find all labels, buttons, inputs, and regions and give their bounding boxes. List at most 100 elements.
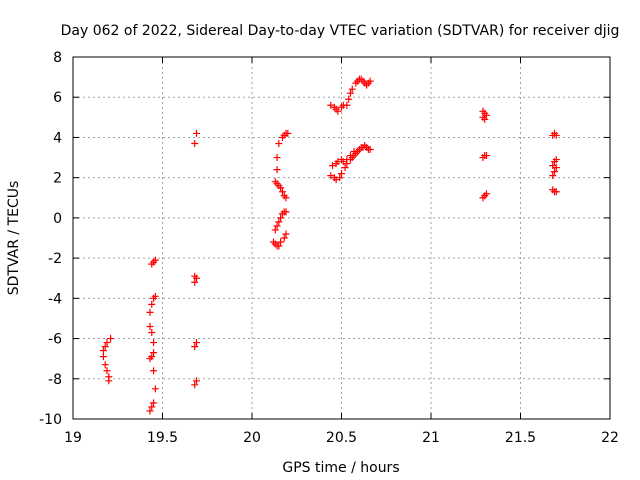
- data-point: [191, 343, 199, 351]
- y-tick-label: 0: [53, 211, 62, 227]
- data-point: [329, 162, 337, 170]
- data-point: [345, 95, 353, 103]
- data-point: [552, 131, 560, 139]
- data-point: [146, 407, 154, 415]
- data-point: [191, 381, 199, 389]
- data-point: [151, 385, 159, 393]
- data-point: [277, 214, 285, 222]
- data-point: [549, 172, 557, 180]
- data-point: [99, 347, 107, 355]
- data-point: [105, 377, 113, 385]
- data-point: [103, 339, 111, 347]
- data-point: [275, 242, 283, 250]
- data-point: [273, 222, 281, 230]
- data-point: [150, 399, 158, 407]
- data-point: [101, 361, 109, 369]
- x-tick-label: 20: [243, 430, 261, 446]
- data-point: [150, 367, 158, 375]
- data-point: [193, 339, 201, 347]
- data-point: [107, 335, 115, 343]
- data-point: [191, 272, 199, 280]
- y-tick-label: -2: [48, 251, 62, 267]
- data-point: [552, 156, 560, 164]
- data-point: [278, 188, 286, 196]
- y-tick-label: -8: [48, 372, 62, 388]
- axis-ticks: 19 19.5 20 20.5 21 21.5 22 -10 -8 -6 -4 -2 0 2 4 6 8: [39, 50, 619, 446]
- data-point: [338, 170, 345, 178]
- data-point: [346, 152, 354, 160]
- data-point: [327, 172, 335, 180]
- data-point: [482, 111, 490, 119]
- data-point: [191, 278, 199, 286]
- chart-title: Day 062 of 2022, Sidereal Day-to-day VTE…: [61, 23, 620, 39]
- data-point: [336, 174, 344, 182]
- data-point: [280, 234, 288, 242]
- data-point: [366, 146, 374, 154]
- data-point: [332, 176, 340, 184]
- data-point: [334, 107, 342, 115]
- data-point: [275, 218, 283, 226]
- data-point: [482, 152, 490, 160]
- data-point: [552, 164, 560, 172]
- x-tick-label: 21.5: [505, 430, 536, 446]
- data-point: [343, 101, 351, 109]
- x-axis-label: GPS time / hours: [282, 460, 399, 476]
- data-point: [282, 230, 290, 238]
- data-point: [282, 208, 290, 216]
- data-points: [99, 75, 560, 415]
- data-point: [191, 139, 199, 147]
- data-point: [271, 226, 279, 234]
- data-point: [150, 349, 158, 357]
- data-point: [150, 339, 158, 347]
- data-point: [366, 77, 374, 85]
- y-tick-label: 6: [53, 90, 62, 106]
- data-point: [146, 308, 154, 316]
- y-tick-label: 2: [53, 171, 62, 187]
- data-point: [148, 329, 156, 337]
- data-point: [193, 129, 201, 137]
- data-point: [148, 403, 156, 411]
- y-tick-label: -4: [48, 291, 62, 307]
- x-tick-label: 19: [64, 430, 82, 446]
- data-point: [350, 148, 358, 156]
- data-point: [346, 89, 354, 97]
- y-tick-label: 4: [53, 130, 62, 146]
- data-point: [282, 194, 290, 202]
- data-point: [348, 85, 356, 93]
- data-point: [277, 184, 285, 192]
- data-point: [146, 355, 154, 363]
- data-point: [148, 300, 156, 308]
- data-point: [284, 129, 292, 137]
- data-point: [549, 162, 557, 170]
- grid: [73, 57, 610, 419]
- x-tick-label: 20.5: [326, 430, 357, 446]
- data-point: [193, 377, 201, 385]
- data-point: [552, 188, 560, 196]
- data-point: [339, 158, 347, 166]
- data-point: [103, 367, 111, 375]
- data-point: [481, 115, 489, 123]
- y-tick-label: 8: [53, 50, 62, 66]
- data-point: [151, 292, 159, 300]
- data-point: [101, 343, 109, 351]
- plot-frame: [72, 56, 611, 420]
- x-tick-label: 22: [601, 430, 619, 446]
- data-point: [327, 101, 335, 109]
- data-point: [343, 156, 351, 164]
- data-point: [275, 139, 283, 147]
- data-point: [273, 154, 281, 162]
- data-point: [151, 256, 159, 264]
- data-point: [341, 164, 349, 172]
- y-tick-label: -10: [39, 412, 62, 428]
- data-point: [482, 190, 490, 198]
- data-point: [99, 353, 107, 361]
- y-tick-label: -6: [48, 332, 62, 348]
- data-point: [146, 322, 154, 330]
- x-tick-label: 19.5: [147, 430, 178, 446]
- y-axis-label: SDTVAR / TECUs: [6, 181, 22, 296]
- data-point: [273, 166, 281, 174]
- data-point: [551, 168, 559, 176]
- data-point: [277, 238, 285, 246]
- x-tick-label: 21: [422, 430, 440, 446]
